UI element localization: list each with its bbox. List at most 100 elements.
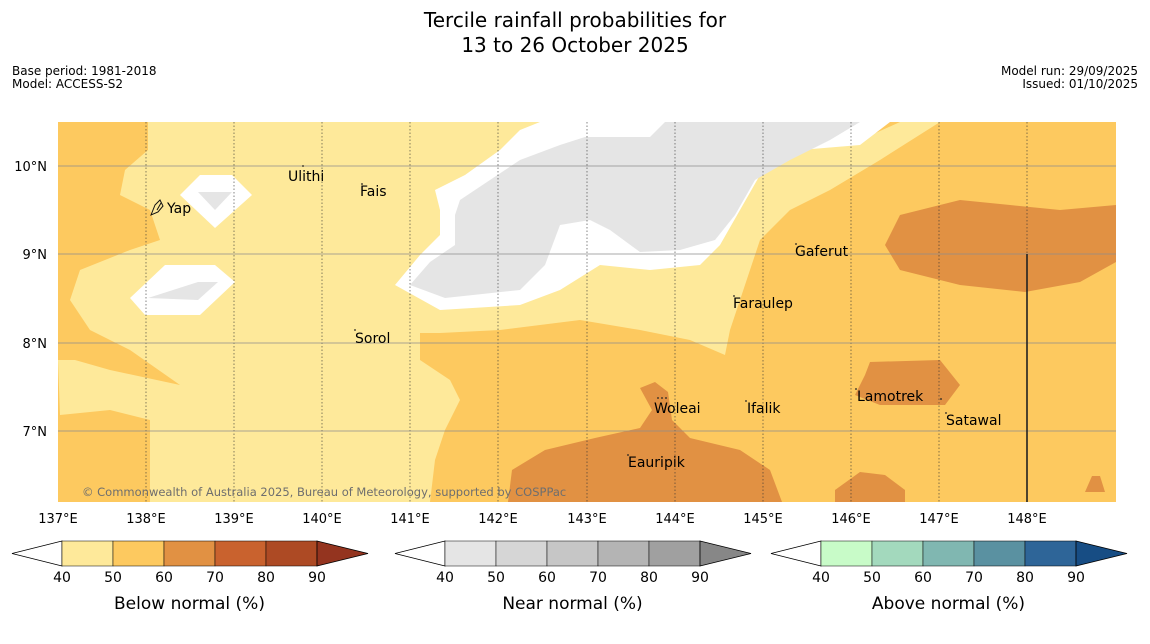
colorbar-segment xyxy=(648,540,701,567)
colorbar-tick-label: 70 xyxy=(589,570,607,586)
colorbar-tick-label: 60 xyxy=(155,570,173,586)
legend-title-below: Below normal (%) xyxy=(114,594,265,614)
place-label-woleai: Woleai xyxy=(654,401,701,417)
region-below-60-70-east xyxy=(885,200,1116,292)
region-below-60-70-lamotrek xyxy=(855,360,960,405)
colorbar-extend-low xyxy=(770,540,822,567)
colorbar-near: 40 50 60 70 80 90 xyxy=(394,540,752,586)
place-label-gaferut: Gaferut xyxy=(795,244,849,260)
place-label-lamotrek: Lamotrek xyxy=(857,389,924,405)
colorbar-segment xyxy=(597,540,650,567)
colorbar-segment xyxy=(922,540,975,567)
x-tick-label: 143°E xyxy=(567,512,607,527)
map-title: Tercile rainfall probabilities for 13 to… xyxy=(0,8,1150,58)
map-fill xyxy=(58,122,1116,502)
x-tick-label: 147°E xyxy=(919,512,959,527)
meta-right: Model run: 29/09/2025 Issued: 01/10/2025 xyxy=(1001,65,1138,91)
place-label-eauripik: Eauripik xyxy=(628,455,686,471)
y-tick-label: 10°N xyxy=(14,160,47,175)
colorbar-segment xyxy=(163,540,216,567)
x-tick-label: 141°E xyxy=(390,512,430,527)
place-label-ulithi: Ulithi xyxy=(288,169,324,185)
colorbar-tick-label: 40 xyxy=(812,570,830,586)
place-label-satawal: Satawal xyxy=(946,413,1001,429)
legend-title-near: Near normal (%) xyxy=(502,594,643,614)
title-line-2: 13 to 26 October 2025 xyxy=(461,33,689,57)
island-markers xyxy=(302,165,947,456)
colorbar-segment xyxy=(214,540,267,567)
issued-date: Issued: 01/10/2025 xyxy=(1022,77,1138,91)
region-near-blob-1 xyxy=(198,192,232,210)
yap-island xyxy=(150,199,164,216)
legend-above-normal: 40 50 60 70 80 90 xyxy=(770,538,1130,586)
colorbar-tick-label: 40 xyxy=(436,570,454,586)
latitude-lines xyxy=(58,165,1116,432)
y-tick-label: 7°N xyxy=(23,425,48,440)
place-label-sorol: Sorol xyxy=(355,331,390,347)
x-tick-label: 138°E xyxy=(126,512,166,527)
x-tick-label: 139°E xyxy=(214,512,254,527)
colorbar-extend-low xyxy=(11,540,63,567)
region-below-60-70-far-se xyxy=(1085,476,1105,492)
base-period: Base period: 1981-2018 xyxy=(12,64,157,78)
place-label-ifalik: Ifalik xyxy=(747,401,781,417)
colorbar-segment xyxy=(973,540,1026,567)
colorbar-tick-label: 50 xyxy=(104,570,122,586)
colorbar-above: 40 50 60 70 80 90 xyxy=(770,540,1128,586)
colorbar-segment xyxy=(495,540,548,567)
x-axis-labels: 137°E 138°E 139°E 140°E 141°E 142°E 143°… xyxy=(38,512,1047,527)
colorbar-tick-label: 50 xyxy=(863,570,881,586)
x-tick-label: 142°E xyxy=(478,512,518,527)
colorbar-segment xyxy=(444,540,497,567)
region-below-60-70-se xyxy=(835,472,905,502)
x-tick-label: 148°E xyxy=(1007,512,1047,527)
colorbar-extend-high xyxy=(699,540,752,567)
y-axis-labels: 10°N 9°N 8°N 7°N xyxy=(14,160,47,440)
colorbar-segment xyxy=(112,540,165,567)
place-label-fais: Fais xyxy=(360,184,387,200)
meta-left: Base period: 1981-2018 Model: ACCESS-S2 xyxy=(12,65,157,91)
colorbar-tick-label: 60 xyxy=(538,570,556,586)
colorbar-segment xyxy=(61,540,114,567)
colorbar-tick-label: 80 xyxy=(640,570,658,586)
x-tick-label: 146°E xyxy=(831,512,871,527)
region-below-60-70-south xyxy=(508,382,782,502)
x-tick-label: 137°E xyxy=(38,512,78,527)
colorbar-extend-high xyxy=(316,540,369,567)
colorbar-segment xyxy=(546,540,599,567)
region-near-blob-2 xyxy=(148,282,218,300)
legend-title-above: Above normal (%) xyxy=(871,594,1026,614)
colorbar-tick-label: 70 xyxy=(206,570,224,586)
colorbar-segment xyxy=(265,540,318,567)
colorbar-segment xyxy=(871,540,924,567)
copyright-text: © Commonwealth of Australia 2025, Bureau… xyxy=(82,485,566,499)
x-tick-label: 145°E xyxy=(743,512,783,527)
model-name: Model: ACCESS-S2 xyxy=(12,77,124,91)
colorbar-extend-high xyxy=(1075,540,1128,567)
colorbar-tick-label: 40 xyxy=(53,570,71,586)
y-tick-label: 8°N xyxy=(23,337,48,352)
colorbar-tick-label: 90 xyxy=(1067,570,1085,586)
colorbar-below: 40 50 60 70 80 90 xyxy=(11,540,369,586)
model-run: Model run: 29/09/2025 xyxy=(1000,64,1138,78)
colorbar-segment xyxy=(820,540,873,567)
place-label-faraulep: Faraulep xyxy=(733,296,793,312)
x-tick-label: 140°E xyxy=(302,512,342,527)
colorbar-tick-label: 50 xyxy=(487,570,505,586)
place-labels: Yap Ulithi Fais Gaferut Faraulep Sorol W… xyxy=(166,169,1001,471)
colorbar-tick-label: 70 xyxy=(965,570,983,586)
colorbar-tick-label: 90 xyxy=(691,570,709,586)
colorbar-tick-label: 60 xyxy=(914,570,932,586)
place-label-yap: Yap xyxy=(166,201,191,217)
colorbar-tick-label: 90 xyxy=(308,570,326,586)
title-line-1: Tercile rainfall probabilities for xyxy=(423,8,727,32)
colorbar-segment xyxy=(1024,540,1077,567)
x-tick-label: 144°E xyxy=(655,512,695,527)
y-tick-label: 9°N xyxy=(23,248,48,263)
colorbar-tick-label: 80 xyxy=(257,570,275,586)
colorbar-extend-low xyxy=(394,540,446,567)
colorbar-tick-label: 80 xyxy=(1016,570,1034,586)
legend-near-normal: 40 50 60 70 80 90 xyxy=(394,538,754,586)
legend-below-normal: 40 50 60 70 80 90 xyxy=(11,538,371,586)
